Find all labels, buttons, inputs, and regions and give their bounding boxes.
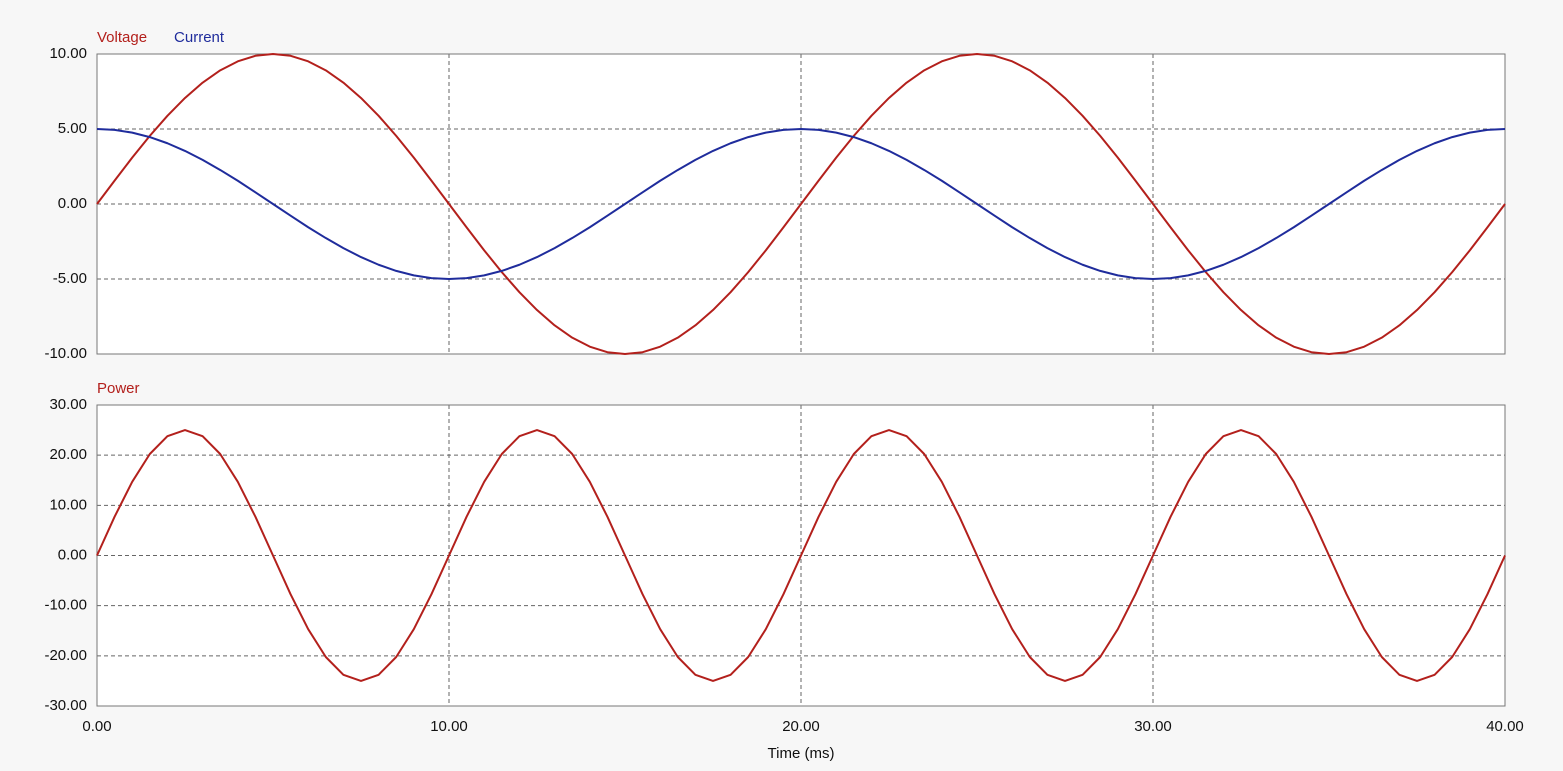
line-series [96,128,1506,280]
line-series [96,53,1506,355]
legend-entry: Voltage [97,29,147,46]
y-tick-label: 30.00 [49,396,87,413]
y-tick-label: 10.00 [49,496,87,513]
y-tick-label: 5.00 [58,120,87,137]
x-tick-label: 10.00 [430,718,468,735]
legend-entry: Current [174,29,225,46]
line-series [96,429,1506,682]
legend-entry: Power [97,380,140,397]
y-tick-label: 10.00 [49,45,87,62]
x-tick-label: 30.00 [1134,718,1172,735]
y-tick-label: 0.00 [58,195,87,212]
y-tick-label: -10.00 [44,345,87,362]
y-tick-label: -5.00 [53,270,87,287]
y-tick-label: -30.00 [44,697,87,714]
y-tick-label: 20.00 [49,446,87,463]
y-tick-label: -20.00 [44,647,87,664]
x-tick-label: 40.00 [1486,718,1524,735]
x-tick-label: 0.00 [82,718,111,735]
x-tick-label: 20.00 [782,718,820,735]
y-tick-label: 0.00 [58,546,87,563]
x-axis-label: Time (ms) [768,745,835,762]
y-tick-label: -10.00 [44,597,87,614]
